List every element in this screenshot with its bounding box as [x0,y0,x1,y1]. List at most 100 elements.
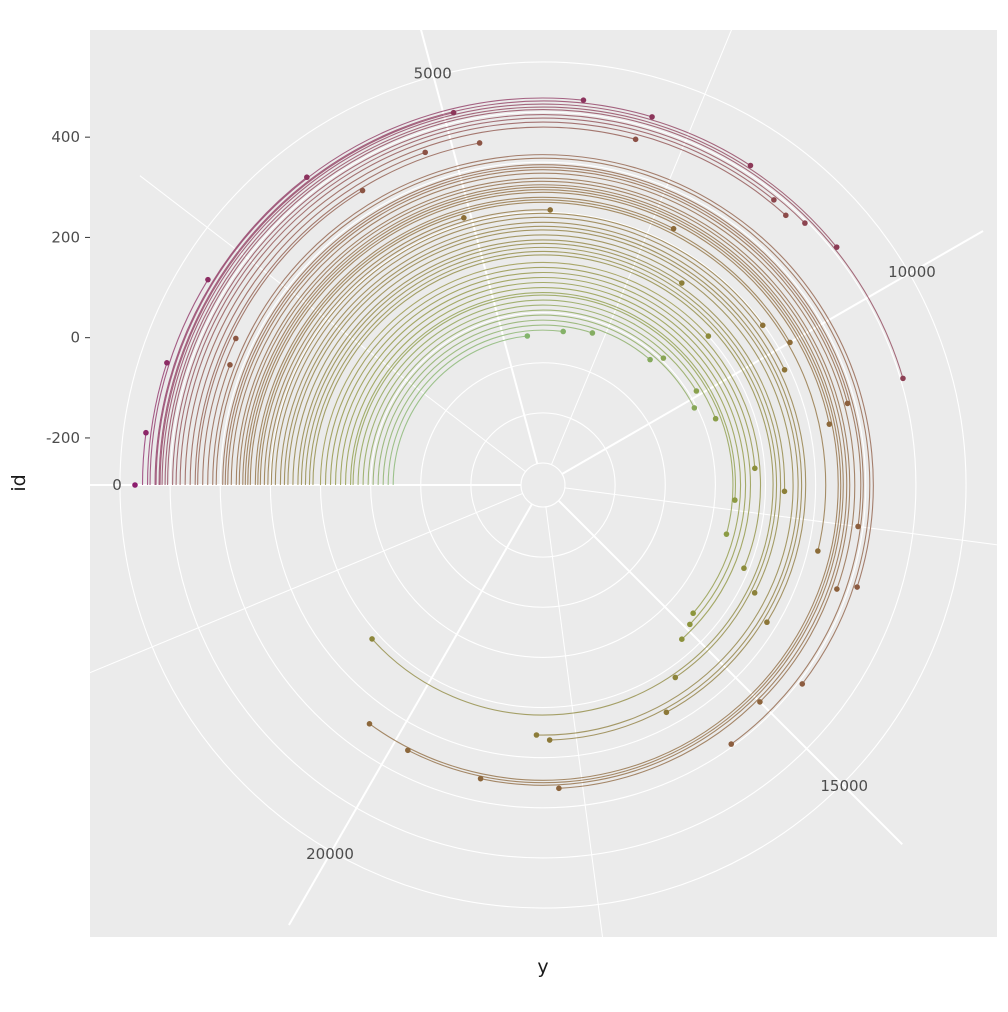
data-point [533,732,540,738]
data-point [660,355,667,361]
radial-axis: -200 0 200 400 [46,128,90,447]
data-arc [329,271,756,486]
theta-tick-label: 5000 [414,65,452,83]
data-arc [304,246,782,594]
radial-tick-label: 200 [51,228,80,246]
data-point [476,140,483,146]
grid-spoke [288,503,533,926]
data-arc [259,201,827,552]
data-arc [222,164,864,745]
data-arc [247,189,839,781]
arc-layer [141,97,904,789]
data-arc [224,166,862,527]
data-arc [146,362,168,486]
data-point [751,590,758,596]
data-arc [235,177,851,703]
data-arc [297,239,683,486]
data-point [802,220,808,226]
data-arc [263,217,465,486]
data-point [732,497,738,503]
data-point [844,400,851,407]
data-arc [175,117,775,486]
data-point [900,375,906,382]
data-arc [254,196,674,486]
data-point [546,737,553,743]
data-point [422,149,429,156]
data-point [723,531,730,537]
data-arc [238,180,848,789]
grid-spoke [412,0,539,465]
data-arc [312,254,774,716]
data-arc [164,106,838,486]
data-arc [283,225,803,713]
data-arc [357,299,717,486]
data-point [691,405,698,411]
theta-tick-labels: 0 5000 10000 15000 20000 [112,65,936,863]
data-point [854,584,860,590]
data-point [728,741,735,747]
data-point [757,699,763,705]
data-arc [215,157,871,685]
data-point [815,548,821,554]
theta-tick-label: 15000 [820,777,868,795]
data-point [712,415,719,422]
x-axis-title: y [537,956,548,978]
data-point [679,280,685,286]
data-arc [184,126,636,486]
data-point [834,586,840,592]
data-arc [308,250,778,678]
data-arc [179,121,787,486]
radial-tick-label: 0 [70,329,80,347]
data-point [826,421,833,427]
data-point [663,709,670,716]
data-point [143,429,149,436]
data-arc [227,169,849,486]
data-point [589,330,596,336]
grid-spoke [564,487,1008,547]
data-arc [270,212,764,486]
grid-spoke [545,506,610,989]
data-point [477,775,484,782]
data-arc [292,234,794,736]
data-arc [212,154,874,588]
radial-tick-label: -200 [46,429,80,447]
data-arc [242,184,844,786]
data-point [132,482,138,488]
data-arc [387,329,564,486]
data-arc [154,176,308,486]
data-point [771,197,777,203]
data-arc [287,229,799,741]
grid-spoke [561,230,984,475]
data-point [405,747,411,754]
data-arc [197,190,363,486]
data-arc [339,281,747,625]
data-point [705,333,712,339]
point-layer [132,97,906,792]
data-point [799,681,806,687]
data-arc [362,304,697,486]
data-arc [344,287,742,614]
data-point [205,276,211,283]
data-point [227,362,233,368]
data-arc [249,191,830,486]
data-arc [172,114,806,486]
data-point [855,523,861,530]
data-point [672,674,679,681]
data-arc [382,324,593,486]
data-point [461,215,467,221]
data-point [781,488,788,495]
data-arc [257,199,791,486]
data-point [690,610,696,617]
data-arc [149,279,209,486]
data-arc [350,292,736,501]
data-point [679,636,685,642]
data-arc [194,142,480,486]
data-arc [279,221,807,623]
data-point [764,619,770,626]
data-point [693,388,700,394]
data-point [647,356,653,363]
data-arc [155,97,584,486]
data-point [547,207,554,213]
